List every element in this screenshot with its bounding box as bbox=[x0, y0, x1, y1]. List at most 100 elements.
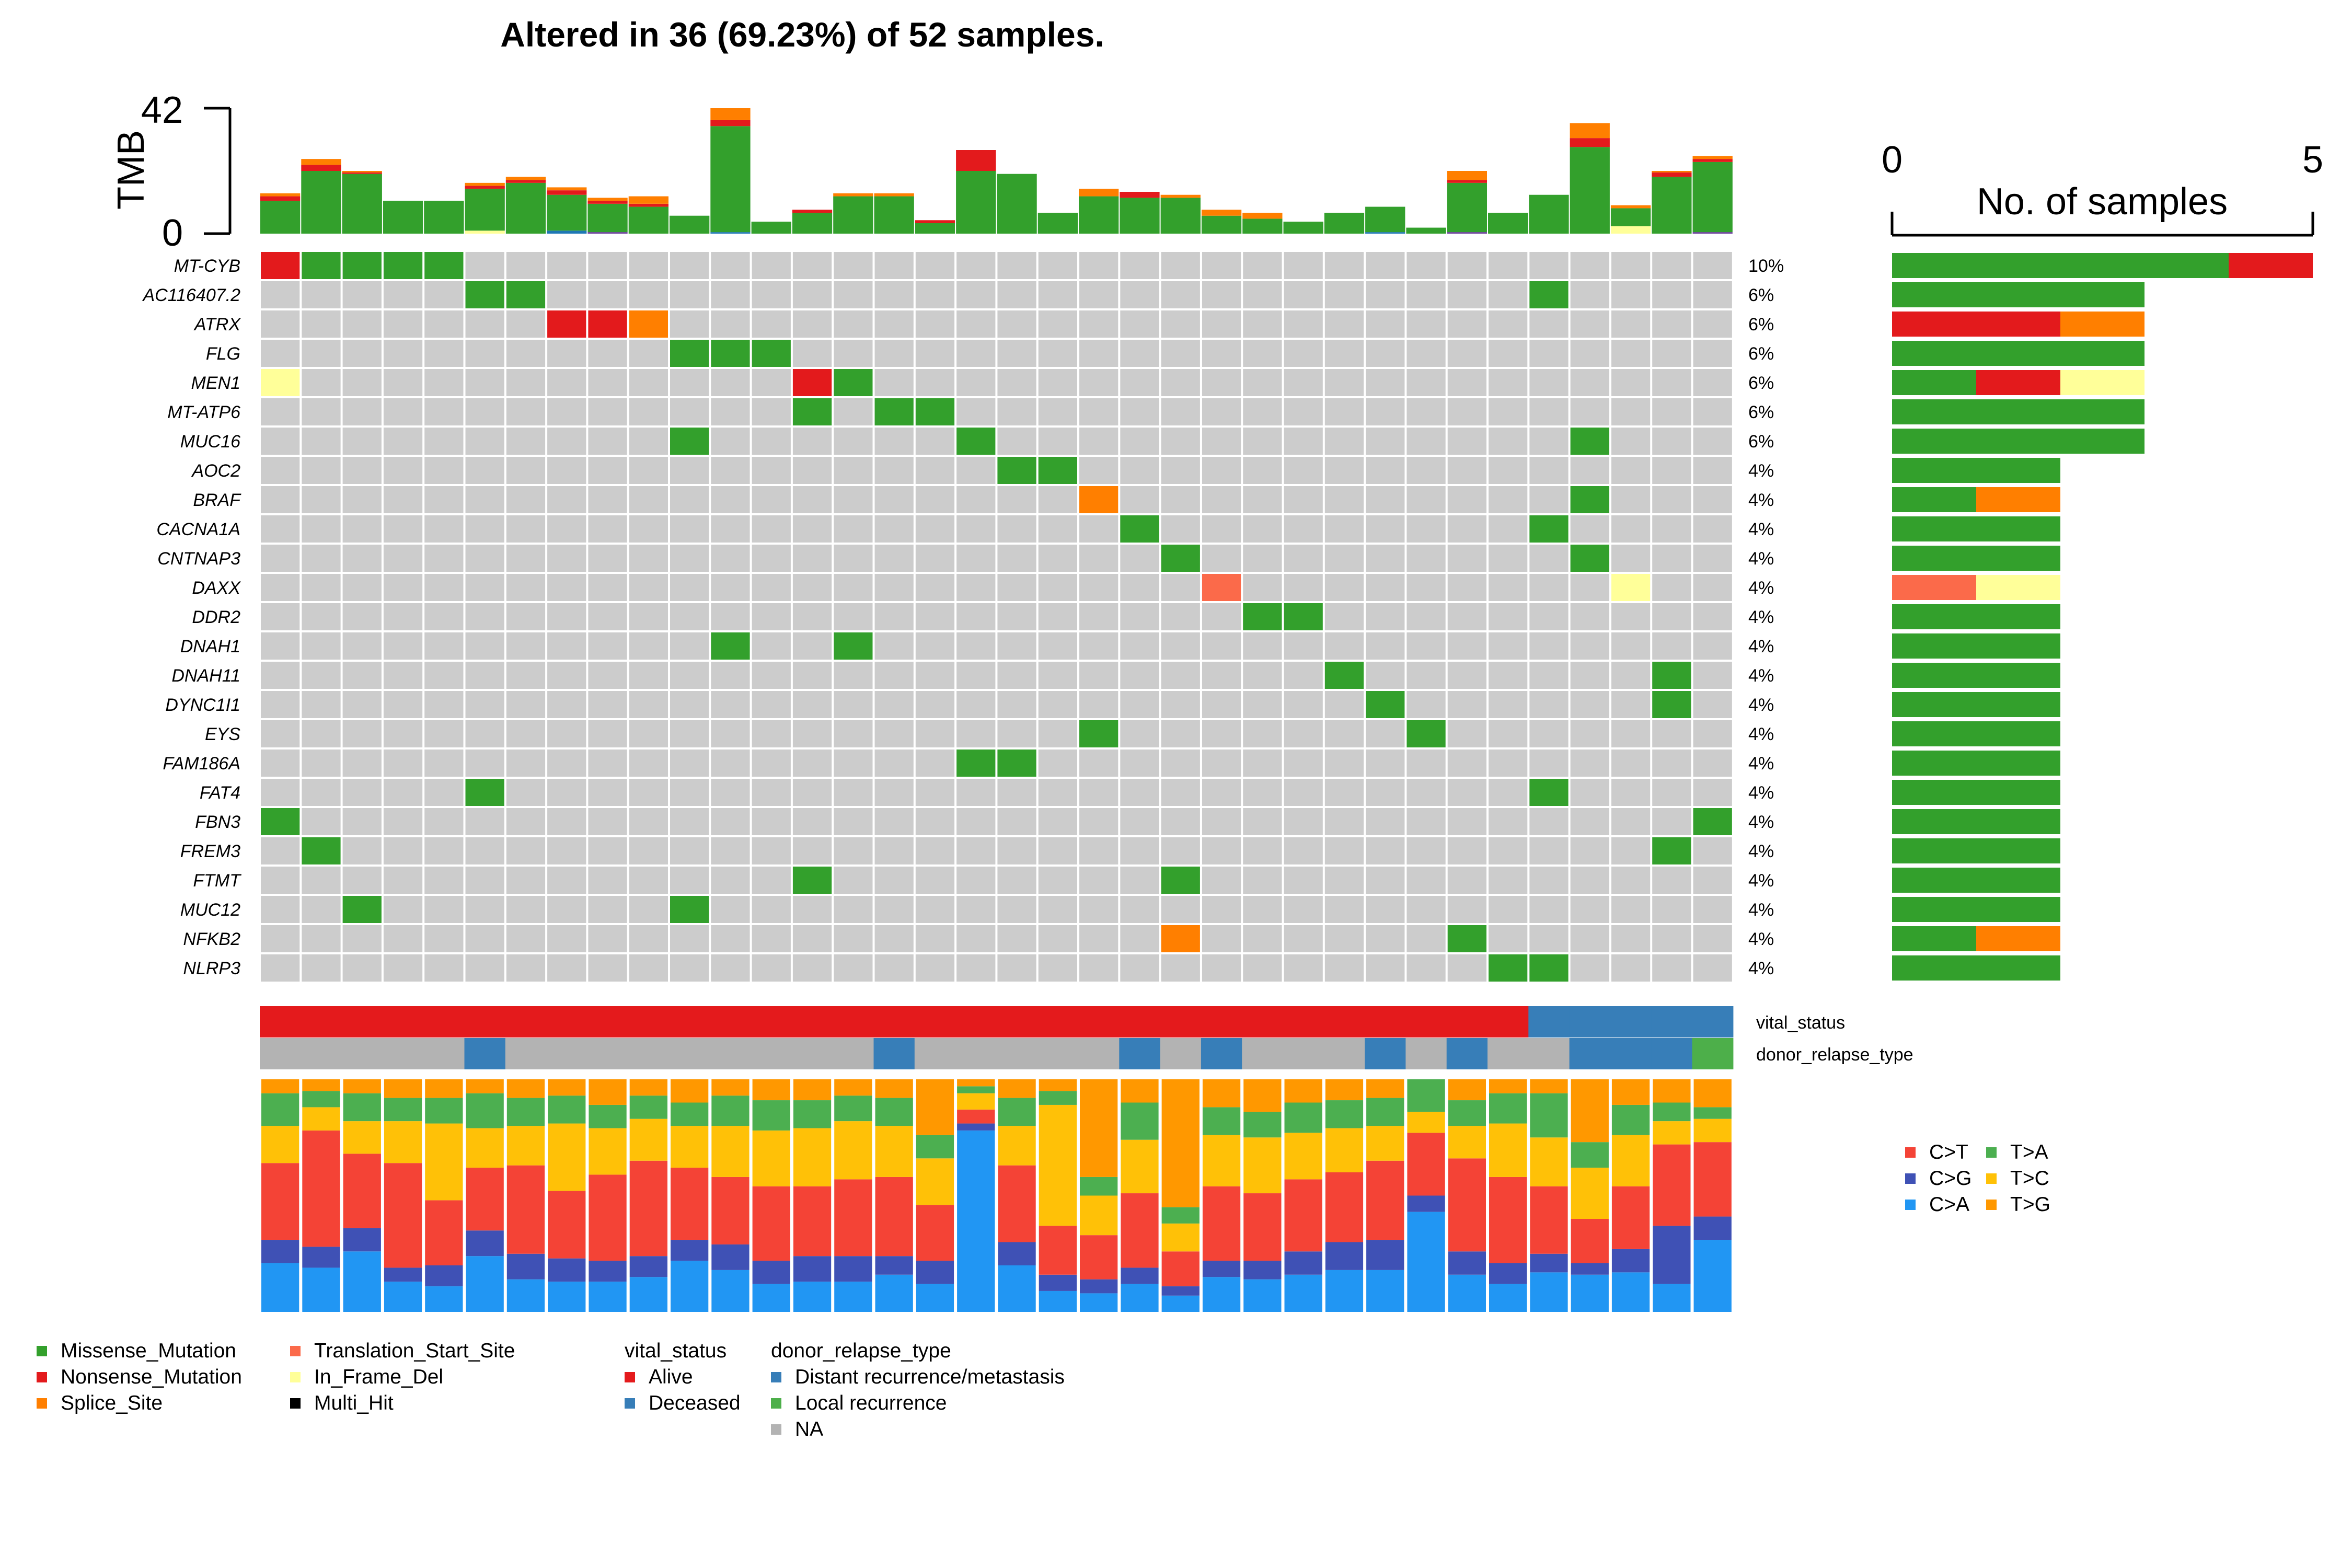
tmb-bar-segment bbox=[465, 186, 505, 189]
annotation-cell bbox=[587, 1038, 629, 1069]
oncoplot-cell bbox=[1570, 720, 1609, 747]
oncoplot-cell bbox=[588, 515, 627, 543]
oncoplot-cell bbox=[1324, 603, 1364, 630]
oncoplot-cell bbox=[629, 486, 668, 513]
gene-count-bar bbox=[1892, 458, 2060, 483]
oncoplot-cell bbox=[997, 750, 1036, 777]
legend-label: In_Frame_Del bbox=[314, 1366, 444, 1388]
oncoplot-cell bbox=[1120, 574, 1159, 601]
tmb-bar-segment bbox=[628, 196, 668, 204]
oncoplot-cell bbox=[342, 310, 382, 338]
titv-bar-segment bbox=[793, 1079, 832, 1101]
gene-count-bar bbox=[1892, 546, 2060, 571]
titv-bar-segment bbox=[1653, 1079, 1691, 1103]
tmb-bar-segment bbox=[792, 210, 833, 213]
oncoplot-cell bbox=[997, 310, 1036, 338]
oncoplot-cell bbox=[629, 925, 668, 952]
oncoplot-cell bbox=[302, 779, 341, 806]
titv-bar-segment bbox=[384, 1267, 422, 1282]
oncoplot-cell bbox=[1489, 515, 1528, 543]
tmb-bar-segment bbox=[505, 182, 546, 234]
tmb-bar-segment bbox=[1692, 162, 1733, 233]
annotation-cell bbox=[1488, 1038, 1529, 1069]
oncoplot-cell bbox=[956, 340, 996, 367]
oncoplot-cell bbox=[1202, 662, 1241, 689]
oncoplot-cell bbox=[1079, 691, 1119, 718]
oncoplot-cell bbox=[383, 369, 423, 396]
oncoplot-cell bbox=[261, 398, 300, 425]
oncoplot-cell bbox=[752, 896, 791, 923]
oncoplot-cell bbox=[1529, 428, 1569, 455]
oncoplot-cell bbox=[752, 310, 791, 338]
legend-swatch bbox=[1905, 1147, 1916, 1158]
oncoplot-cell bbox=[261, 310, 300, 338]
oncoplot-cell bbox=[752, 252, 791, 279]
oncoplot-cell bbox=[1038, 662, 1077, 689]
oncoplot-cell bbox=[1079, 428, 1119, 455]
titv-bar-segment bbox=[1366, 1160, 1404, 1240]
titv-bar-segment bbox=[752, 1100, 790, 1131]
oncoplot-cell bbox=[1120, 954, 1159, 982]
oncoplot-cell bbox=[302, 720, 341, 747]
annotation-cell bbox=[382, 1038, 424, 1069]
relapse-type-legend: donor_relapse_type Distant recurrence/met… bbox=[771, 1338, 1065, 1443]
titv-bar-segment bbox=[1202, 1277, 1241, 1312]
oncoplot-cell bbox=[506, 603, 546, 630]
oncoplot-cell bbox=[997, 662, 1036, 689]
oncoplot-cell bbox=[915, 750, 955, 777]
legend-label: Local recurrence bbox=[795, 1392, 947, 1414]
oncoplot-cell bbox=[834, 252, 873, 279]
oncoplot-cell bbox=[629, 281, 668, 308]
annotation-cell bbox=[1283, 1006, 1324, 1037]
titv-bar-segment bbox=[752, 1186, 790, 1261]
titv-bar-segment bbox=[957, 1130, 995, 1312]
oncoplot-cell bbox=[1611, 837, 1651, 864]
oncoplot-cell bbox=[424, 486, 464, 513]
oncoplot-cell bbox=[1611, 632, 1651, 660]
tmb-bar-segment bbox=[1037, 213, 1078, 234]
oncoplot-cell bbox=[752, 779, 791, 806]
oncoplot-cell bbox=[915, 398, 955, 425]
oncoplot-cell bbox=[711, 750, 750, 777]
oncoplot-cell bbox=[506, 750, 546, 777]
tmb-bar-segment bbox=[1160, 198, 1201, 234]
oncoplot-cell bbox=[997, 574, 1036, 601]
oncoplot-cell bbox=[1489, 632, 1528, 660]
oncoplot-cell bbox=[342, 691, 382, 718]
oncoplot-cell bbox=[915, 310, 955, 338]
gene-label: MT-CYB bbox=[174, 256, 240, 276]
oncoplot-cell bbox=[1529, 750, 1569, 777]
oncoplot-cell bbox=[792, 867, 832, 894]
vital-status-legend-title: vital_status bbox=[625, 1340, 727, 1362]
oncoplot-cell bbox=[465, 252, 504, 279]
tmb-bar-segment bbox=[1242, 218, 1283, 234]
oncoplot-cell bbox=[302, 457, 341, 484]
gene-count-bar bbox=[1892, 809, 2060, 834]
oncoplot-cell bbox=[1324, 808, 1364, 835]
oncoplot-cell bbox=[874, 867, 914, 894]
oncoplot-cell bbox=[1202, 691, 1241, 718]
oncoplot-cell bbox=[915, 662, 955, 689]
oncoplot-cell bbox=[1489, 662, 1528, 689]
oncoplot-cell bbox=[547, 310, 586, 338]
oncoplot-cell bbox=[997, 252, 1036, 279]
oncoplot-cell bbox=[1652, 720, 1691, 747]
titv-bar-segment bbox=[916, 1261, 954, 1284]
titv-bar-segment bbox=[506, 1253, 545, 1279]
oncoplot-cell bbox=[834, 925, 873, 952]
titv-bar-segment bbox=[711, 1270, 750, 1312]
oncoplot-cell bbox=[342, 925, 382, 952]
oncoplot-cell bbox=[383, 457, 423, 484]
oncoplot-cell bbox=[302, 515, 341, 543]
legend-swatch bbox=[37, 1346, 47, 1356]
oncoplot-cell bbox=[1284, 662, 1323, 689]
oncoplot-cell bbox=[792, 632, 832, 660]
tmb-bar-segment bbox=[833, 196, 873, 234]
oncoplot-cell bbox=[588, 545, 627, 572]
oncoplot-cell bbox=[547, 340, 586, 367]
oncoplot-cell bbox=[1120, 340, 1159, 367]
titv-bar-segment bbox=[1407, 1195, 1445, 1212]
oncoplot-cell bbox=[424, 867, 464, 894]
oncoplot-cell bbox=[792, 837, 832, 864]
oncoplot-cell bbox=[1570, 896, 1609, 923]
